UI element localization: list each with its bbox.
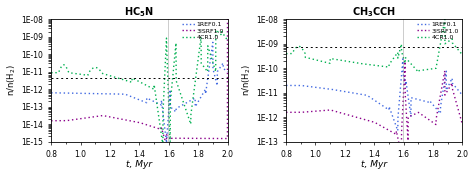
Legend: 1REF0.1, 3ISRF1.0, 4CR1.0: 1REF0.1, 3ISRF1.0, 4CR1.0 xyxy=(416,21,459,40)
X-axis label: t, Myr: t, Myr xyxy=(126,160,153,169)
Title: $\bf{CH_3CCH}$: $\bf{CH_3CCH}$ xyxy=(352,6,396,19)
Legend: 1REF0.1, 3ISRF1.0, 4CR1.0: 1REF0.1, 3ISRF1.0, 4CR1.0 xyxy=(182,21,224,40)
Y-axis label: n/n(H$_2$): n/n(H$_2$) xyxy=(240,65,253,96)
Y-axis label: n/n(H$_2$): n/n(H$_2$) xyxy=(6,65,18,96)
X-axis label: t, Myr: t, Myr xyxy=(361,160,387,169)
Title: $\bf{HC_5N}$: $\bf{HC_5N}$ xyxy=(125,6,154,19)
